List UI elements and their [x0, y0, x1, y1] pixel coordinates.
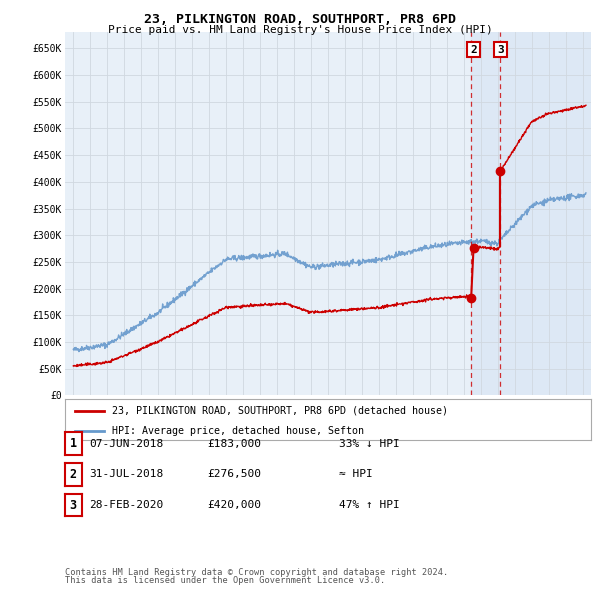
- Text: 23, PILKINGTON ROAD, SOUTHPORT, PR8 6PD: 23, PILKINGTON ROAD, SOUTHPORT, PR8 6PD: [144, 13, 456, 26]
- Text: 31-JUL-2018: 31-JUL-2018: [89, 470, 163, 479]
- Text: £183,000: £183,000: [207, 439, 261, 448]
- Text: 3: 3: [497, 44, 504, 54]
- Text: HPI: Average price, detached house, Sefton: HPI: Average price, detached house, Seft…: [112, 426, 364, 436]
- Text: Price paid vs. HM Land Registry's House Price Index (HPI): Price paid vs. HM Land Registry's House …: [107, 25, 493, 35]
- Text: 33% ↓ HPI: 33% ↓ HPI: [339, 439, 400, 448]
- Text: £420,000: £420,000: [207, 500, 261, 510]
- Text: Contains HM Land Registry data © Crown copyright and database right 2024.: Contains HM Land Registry data © Crown c…: [65, 568, 448, 577]
- Bar: [471, 32, 600, 395]
- Text: 2: 2: [70, 468, 77, 481]
- Text: 28-FEB-2020: 28-FEB-2020: [89, 500, 163, 510]
- Text: 3: 3: [70, 499, 77, 512]
- Text: This data is licensed under the Open Government Licence v3.0.: This data is licensed under the Open Gov…: [65, 576, 385, 585]
- Text: £276,500: £276,500: [207, 470, 261, 479]
- Text: 07-JUN-2018: 07-JUN-2018: [89, 439, 163, 448]
- Text: ≈ HPI: ≈ HPI: [339, 470, 373, 479]
- Text: 1: 1: [70, 437, 77, 450]
- Text: 23, PILKINGTON ROAD, SOUTHPORT, PR8 6PD (detached house): 23, PILKINGTON ROAD, SOUTHPORT, PR8 6PD …: [112, 406, 448, 416]
- Text: 2: 2: [470, 44, 477, 54]
- Text: 47% ↑ HPI: 47% ↑ HPI: [339, 500, 400, 510]
